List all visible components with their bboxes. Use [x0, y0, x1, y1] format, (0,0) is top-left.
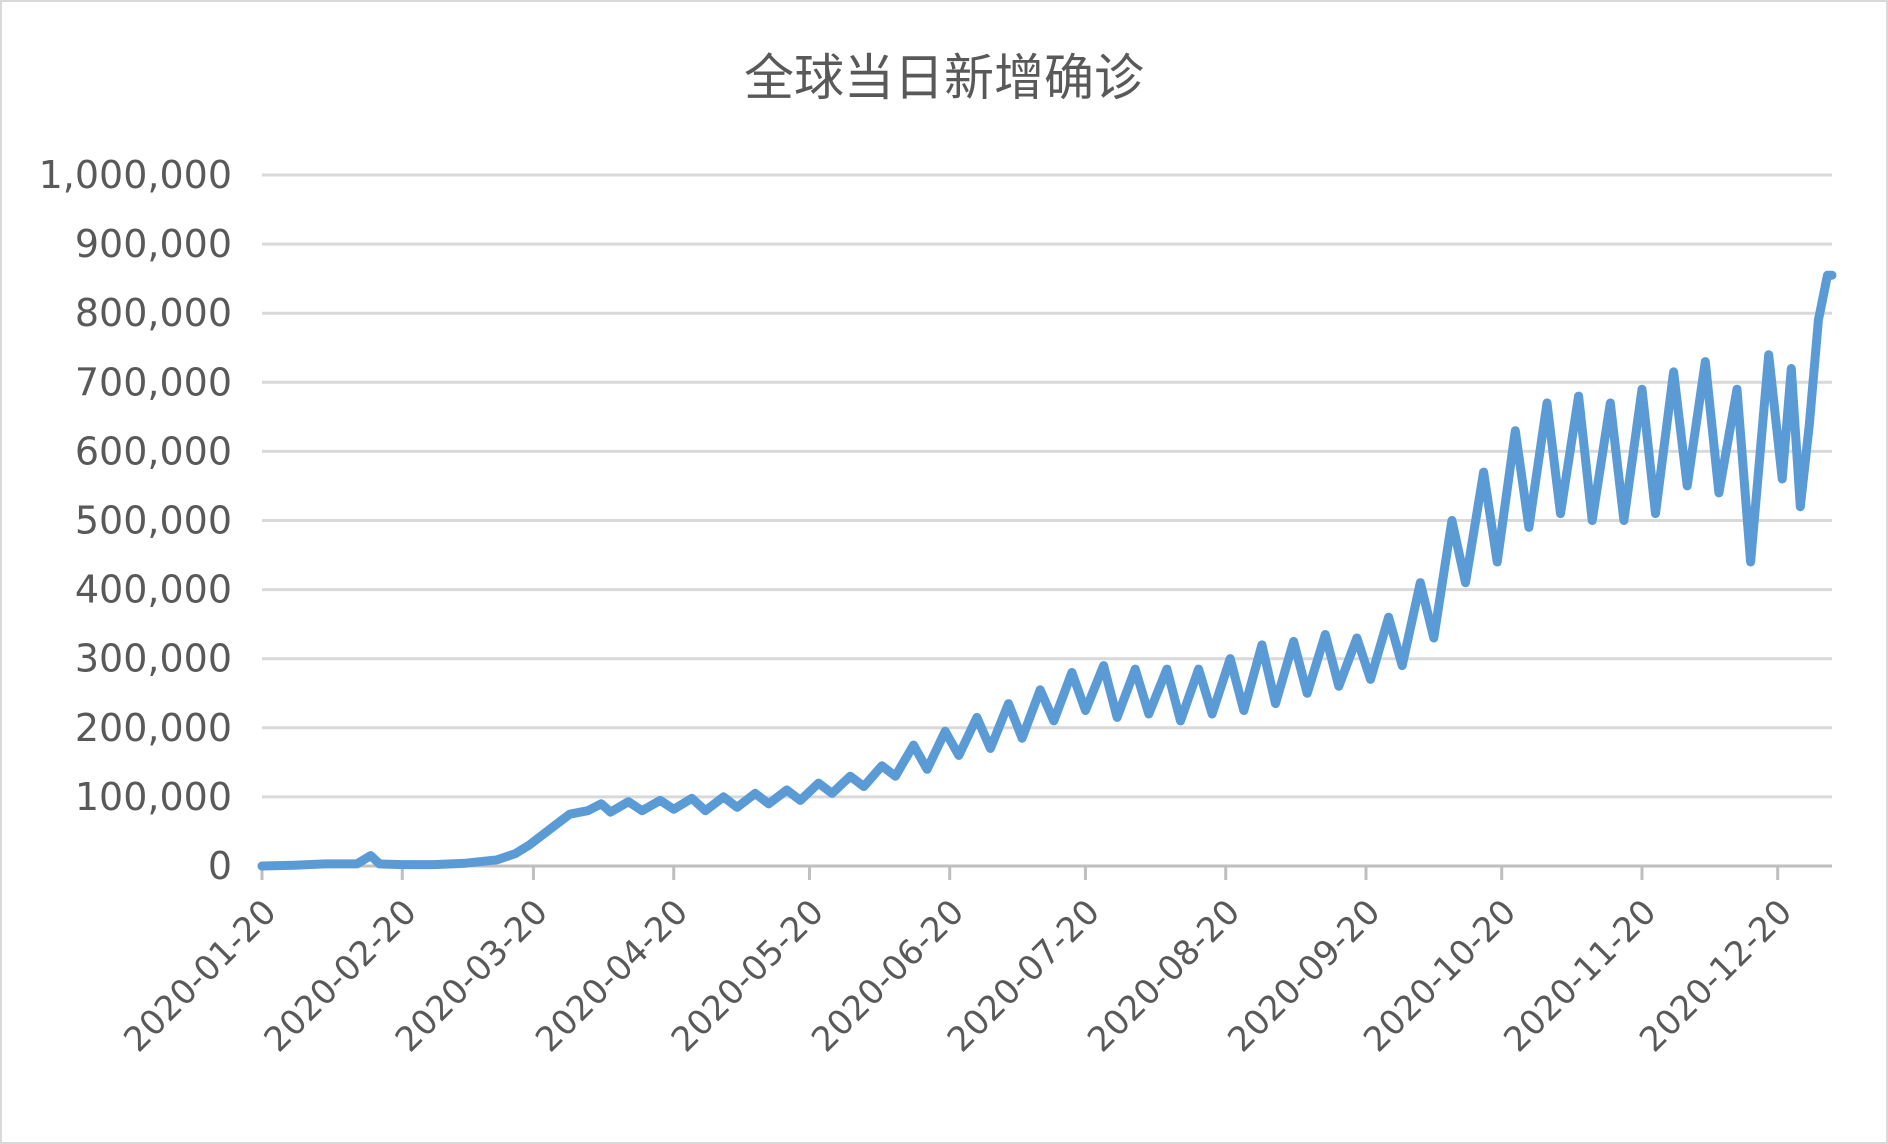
x-axis-ticks: 2020-01-202020-02-202020-03-202020-04-20…: [116, 866, 1800, 1060]
y-tick-label: 1,000,000: [39, 153, 232, 197]
chart-title: 全球当日新增确诊: [744, 49, 1144, 107]
y-tick-label: 300,000: [75, 637, 232, 681]
y-tick-label: 800,000: [75, 291, 232, 335]
y-tick-label: 200,000: [75, 706, 232, 750]
y-tick-label: 900,000: [75, 222, 232, 266]
y-tick-label: 100,000: [75, 775, 232, 819]
y-tick-label: 500,000: [75, 499, 232, 543]
y-tick-label: 0: [208, 844, 232, 888]
y-tick-label: 400,000: [75, 568, 232, 612]
y-axis-ticks: 0 100,000 200,000 300,000 400,000 500,000 600,…: [39, 153, 232, 888]
series-group: [257, 270, 1837, 871]
series-line-0: [257, 270, 1837, 871]
y-tick-label: 600,000: [75, 429, 232, 473]
y-tick-label: 700,000: [75, 360, 232, 404]
